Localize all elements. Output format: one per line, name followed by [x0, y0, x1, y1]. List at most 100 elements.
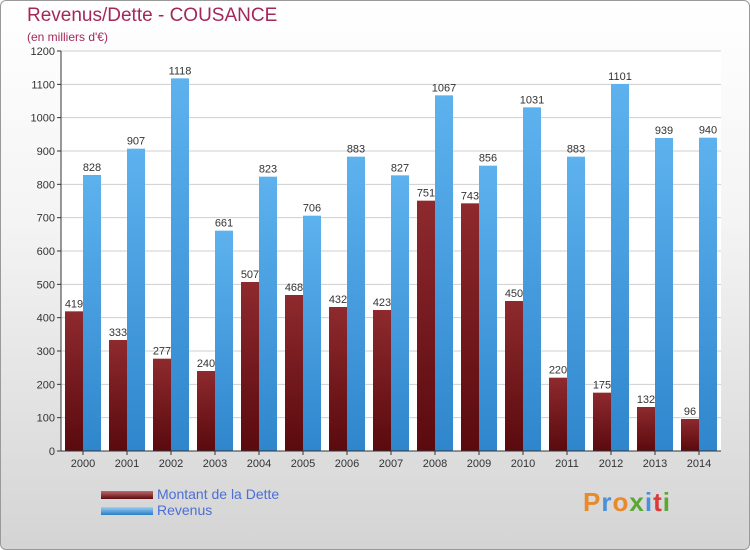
legend-swatch-revenue [101, 507, 153, 515]
bar-revenue [655, 138, 673, 451]
x-tick-label: 2009 [467, 458, 491, 470]
data-label-debt: 240 [197, 358, 215, 370]
bar-revenue [303, 215, 321, 451]
bar-debt [461, 203, 479, 451]
x-tick-label: 2001 [115, 458, 139, 470]
data-label-revenue: 1118 [169, 65, 192, 77]
data-label-revenue: 940 [699, 125, 717, 137]
x-tick-label: 2013 [643, 458, 667, 470]
y-tick-label: 0 [49, 446, 55, 458]
data-label-debt: 751 [417, 188, 435, 200]
x-tick-label: 2014 [687, 458, 711, 470]
x-tick-label: 2003 [203, 458, 227, 470]
legend-label-revenue: Revenus [157, 502, 213, 518]
data-label-revenue: 1101 [608, 71, 632, 83]
data-label-debt: 333 [109, 327, 127, 339]
logo-letter: x [629, 487, 645, 517]
bar-revenue [259, 176, 277, 451]
bar-debt [593, 392, 611, 451]
bar-revenue [83, 175, 101, 451]
y-tick-label: 1200 [31, 46, 55, 58]
data-label-debt: 507 [241, 269, 259, 281]
x-tick-label: 2002 [159, 458, 183, 470]
bar-debt [153, 358, 171, 451]
data-label-revenue: 883 [347, 144, 365, 156]
x-tick-label: 2004 [247, 458, 271, 470]
chart-title: Revenus/Dette - COUSANCE [27, 5, 278, 26]
bar-debt [329, 307, 347, 451]
data-label-debt: 96 [684, 406, 696, 418]
x-tick-label: 2010 [511, 458, 535, 470]
bar-revenue [435, 95, 453, 451]
x-tick-label: 2008 [423, 458, 447, 470]
x-tick-label: 2000 [71, 458, 95, 470]
data-label-debt: 450 [505, 288, 523, 300]
bar-debt [681, 419, 699, 451]
logo-letter: i [644, 487, 654, 517]
bar-debt [637, 407, 655, 451]
bar-revenue [699, 137, 717, 451]
data-label-revenue: 706 [303, 203, 321, 215]
x-tick-label: 2005 [291, 458, 315, 470]
bar-debt [505, 301, 523, 451]
bar-revenue [523, 107, 541, 451]
y-tick-label: 600 [37, 246, 55, 258]
bar-revenue [127, 148, 145, 451]
bar-debt [373, 310, 391, 451]
data-label-debt: 423 [373, 297, 391, 309]
bar-debt [417, 200, 435, 451]
y-tick-label: 300 [37, 346, 55, 358]
y-tick-label: 800 [37, 179, 55, 191]
proxiti-logo: Proxiti [583, 487, 671, 518]
data-label-debt: 468 [285, 282, 303, 294]
logo-letter: t [653, 487, 663, 517]
data-label-debt: 220 [549, 365, 567, 377]
x-tick-label: 2006 [335, 458, 359, 470]
bar-debt [241, 282, 259, 451]
data-label-revenue: 1067 [432, 82, 456, 94]
bar-revenue [391, 175, 409, 452]
y-tick-label: 100 [37, 413, 55, 425]
data-label-debt: 743 [461, 190, 479, 202]
bar-debt [65, 311, 83, 451]
x-tick-label: 2007 [379, 458, 403, 470]
y-tick-label: 500 [37, 279, 55, 291]
x-tick-label: 2011 [555, 458, 579, 470]
y-tick-label: 200 [37, 379, 55, 391]
y-tick-label: 900 [37, 146, 55, 158]
legend-label-debt: Montant de la Dette [157, 486, 280, 502]
data-label-debt: 132 [637, 394, 655, 406]
logo-letter: o [612, 487, 630, 517]
data-label-debt: 175 [593, 380, 611, 392]
data-label-debt: 432 [329, 294, 347, 306]
bar-debt [549, 377, 567, 451]
y-tick-label: 700 [37, 213, 55, 225]
bar-revenue [171, 78, 189, 451]
y-tick-label: 1100 [31, 79, 55, 91]
chart-subtitle: (en milliers d'€) [27, 30, 108, 44]
bar-debt [197, 371, 215, 451]
bar-revenue [611, 84, 629, 451]
logo-letter: P [583, 487, 602, 517]
bar-revenue [215, 230, 233, 451]
y-tick-label: 1000 [31, 113, 55, 125]
logo-letter: i [662, 487, 671, 517]
legend-swatch-debt [101, 491, 153, 499]
data-label-revenue: 883 [567, 144, 585, 156]
data-label-revenue: 827 [391, 162, 409, 174]
bar-revenue [567, 156, 585, 451]
y-tick-label: 400 [37, 313, 55, 325]
data-label-revenue: 661 [215, 218, 233, 230]
bar-debt [109, 340, 127, 451]
logo-letter: r [601, 487, 613, 517]
bar-debt [285, 295, 303, 451]
data-label-revenue: 939 [655, 125, 673, 137]
data-label-revenue: 823 [259, 164, 277, 176]
data-label-debt: 419 [65, 298, 83, 310]
bar-revenue [347, 156, 365, 451]
data-label-revenue: 856 [479, 153, 497, 165]
data-label-revenue: 907 [127, 136, 145, 148]
data-label-debt: 277 [153, 346, 171, 358]
